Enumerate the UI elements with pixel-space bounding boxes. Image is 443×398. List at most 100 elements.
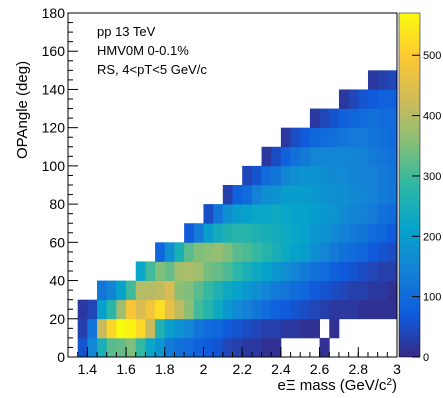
heatmap-cell — [348, 89, 359, 109]
heatmap-cell — [222, 337, 233, 358]
heatmap-cell — [290, 299, 301, 320]
heatmap-cell — [367, 165, 379, 186]
heatmap-cell — [222, 318, 233, 339]
heatmap-cell — [329, 185, 340, 205]
y-axis-title: OPAngle (deg) — [14, 61, 31, 159]
heatmap-cell — [271, 242, 282, 262]
heatmap-cell — [261, 185, 272, 205]
heatmap-cell — [319, 337, 330, 358]
heatmap-cell — [309, 261, 320, 281]
heatmap-cell — [174, 280, 185, 301]
heatmap-cell — [300, 185, 311, 205]
heatmap-cell — [338, 185, 350, 205]
heatmap-cell — [338, 280, 350, 301]
heatmap-cell — [232, 185, 243, 205]
heatmap-cell — [348, 185, 359, 205]
heatmap-cell — [184, 337, 195, 358]
heatmap-cell — [251, 299, 262, 320]
heatmap-cell — [329, 204, 340, 224]
heatmap-cell — [184, 280, 195, 301]
heatmap-cell — [232, 261, 243, 281]
y-tick-label: 40 — [49, 273, 65, 289]
heatmap-cell — [300, 299, 311, 320]
y-tick-label: 20 — [49, 311, 65, 327]
heatmap-cell — [203, 280, 214, 301]
heatmap-cell — [309, 223, 320, 243]
heatmap-cell — [242, 337, 253, 358]
heatmap-cell — [387, 127, 398, 148]
heatmap-cell — [300, 242, 311, 262]
heatmap-cell — [184, 223, 195, 243]
heatmap-cell — [290, 242, 301, 262]
heatmap-cell — [222, 185, 233, 205]
heatmap-cell — [164, 242, 175, 262]
heatmap-cell — [77, 337, 88, 358]
heatmap-cell — [164, 299, 175, 320]
heatmap-cell — [290, 204, 301, 224]
heatmap-cell — [116, 318, 127, 339]
heatmap-cell — [387, 242, 398, 262]
heatmap-cell — [193, 318, 204, 339]
heatmap-cell — [280, 299, 291, 320]
heatmap-cell — [193, 299, 204, 320]
heatmap-cell — [261, 337, 272, 358]
annotation-line-2: HMV0M 0-0.1% — [97, 43, 189, 58]
heatmap-cell — [300, 146, 311, 167]
heatmap-cell — [358, 127, 369, 148]
heatmap-cell — [251, 223, 262, 243]
heatmap-cell — [232, 242, 243, 262]
heatmap-cell — [367, 242, 379, 262]
heatmap-cell — [261, 165, 272, 186]
heatmap-cell — [203, 261, 214, 281]
heatmap-cell — [251, 204, 262, 224]
heatmap-cell — [242, 242, 253, 262]
heatmap-cell — [329, 146, 340, 167]
heatmap-cell — [367, 299, 379, 320]
colorbar-tick-label: 200 — [423, 231, 441, 243]
heatmap-cell — [309, 185, 320, 205]
heatmap-cell — [232, 318, 243, 339]
heatmap-cell — [387, 261, 398, 281]
heatmap-cell — [280, 146, 291, 167]
heatmap-cell — [338, 242, 350, 262]
heatmap-cell — [251, 318, 262, 339]
heatmap-cell — [367, 204, 379, 224]
y-tick-label: 0 — [57, 349, 65, 365]
heatmap-cell — [377, 89, 388, 109]
heatmap-cell — [367, 185, 379, 205]
heatmap-cell — [271, 185, 282, 205]
heatmap-cell — [319, 280, 330, 301]
heatmap-cell — [242, 223, 253, 243]
heatmap-cell — [164, 280, 175, 301]
heatmap-cell — [329, 280, 340, 301]
heatmap-cell — [155, 280, 166, 301]
heatmap-cell — [338, 146, 350, 167]
heatmap-cell — [145, 280, 156, 301]
heatmap-cell — [135, 337, 146, 358]
colorbar-tick-label: 400 — [423, 111, 441, 123]
heatmap-cell — [309, 165, 320, 186]
heatmap-cell — [271, 204, 282, 224]
heatmap-cell — [319, 127, 330, 148]
heatmap-cell — [135, 318, 146, 339]
heatmap-cell — [367, 89, 379, 109]
heatmap-cell — [184, 242, 195, 262]
heatmap-cell — [300, 127, 311, 148]
heatmap-cell — [271, 299, 282, 320]
heatmap-cell — [358, 146, 369, 167]
heatmap-cell — [319, 108, 330, 129]
heatmap-cell — [213, 280, 224, 301]
heatmap-cell — [387, 165, 398, 186]
heatmap-cell — [280, 165, 291, 186]
heatmap-cell — [145, 261, 156, 281]
heatmap-cell — [106, 299, 117, 320]
heatmap-cell — [309, 146, 320, 167]
heatmap-cell — [358, 223, 369, 243]
heatmap-cell — [174, 318, 185, 339]
heatmap-cell — [300, 223, 311, 243]
heatmap-cell — [106, 318, 117, 339]
heatmap-cell — [329, 318, 340, 339]
heatmap-cell — [232, 337, 243, 358]
heatmap-cell — [222, 299, 233, 320]
heatmap-cell — [251, 242, 262, 262]
